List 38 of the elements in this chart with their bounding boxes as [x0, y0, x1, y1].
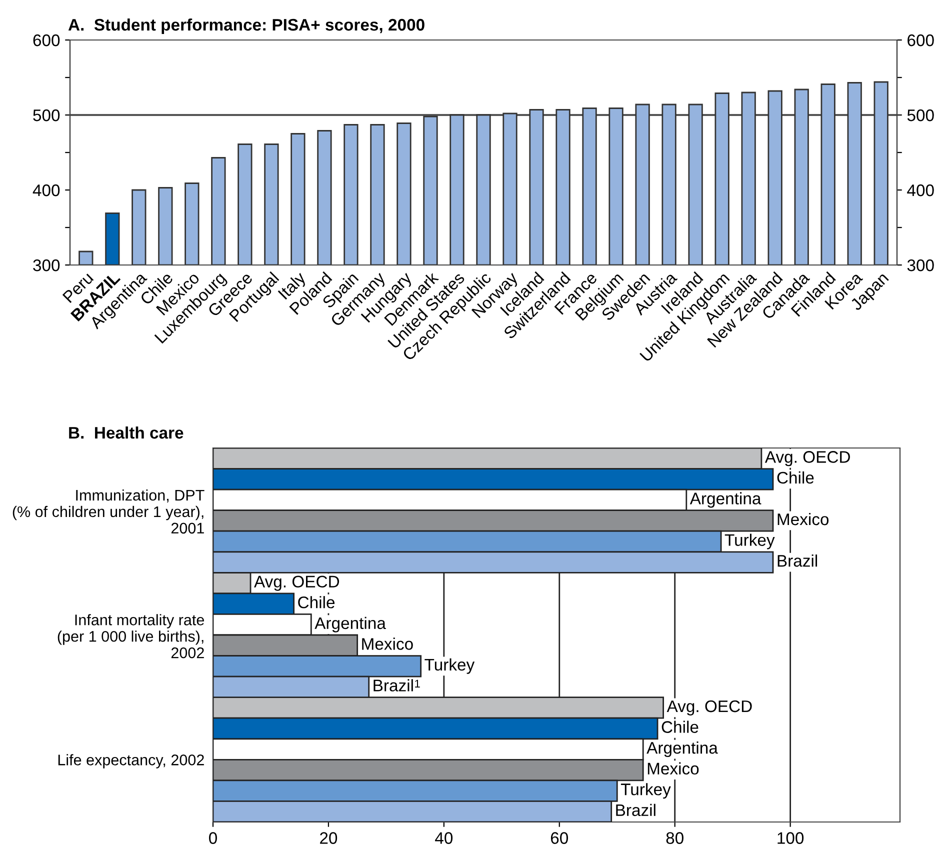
text: Argentina	[690, 492, 762, 508]
series-label: Chile	[777, 471, 814, 484]
x-tick-label: 60	[550, 832, 568, 844]
text: Chile	[662, 720, 698, 733]
y-tick-label: 500	[33, 109, 60, 122]
text: Mexico	[778, 512, 829, 526]
series-label: Argentina	[314, 616, 386, 632]
text: Mexico	[648, 762, 699, 775]
x-tick-label: 0	[209, 832, 217, 844]
text: Brazil	[374, 679, 413, 692]
y2-tick-label: 400	[907, 184, 934, 196]
y-tick-label: Life expectancy, 2002	[58, 754, 204, 768]
chart-title: A. Student performance: PISA+ scores, 2000	[68, 18, 424, 34]
y2-tick-label: 600	[908, 34, 934, 46]
y-tick-label: 300	[33, 259, 60, 272]
text: Avg. OECD	[764, 451, 850, 466]
text: Argentina	[646, 742, 718, 758]
x-tick-label: 100	[778, 832, 804, 844]
text: Brazil	[778, 554, 818, 567]
y2-tick-label: 500	[907, 109, 934, 122]
x-tick-label: 20	[320, 832, 338, 844]
x-tick-label: 40	[435, 832, 453, 844]
y-tick-label: Immunization, DPT (% of children under 1 year), 2001	[12, 489, 204, 534]
y-tick-label: 400	[32, 184, 60, 196]
text: Turkey	[424, 658, 475, 674]
text: Avg. OECD	[254, 576, 340, 591]
series-label: Avg. OECD	[666, 700, 752, 716]
x-tick-label: 80	[666, 832, 684, 844]
text: Turkey	[620, 783, 671, 799]
series-label: Mexico	[362, 638, 413, 650]
y-tick-label: 600	[33, 34, 60, 46]
annotation: 1	[415, 680, 420, 688]
y2-tick-label: 300	[907, 259, 934, 272]
y-tick-label: Infant mortality rate (per 1 000 live births), 2002	[58, 614, 204, 658]
chart-title: B. Health care	[69, 426, 184, 439]
series-label: Brazil	[616, 804, 656, 816]
series-label: Turkey	[724, 534, 775, 550]
text: Chile	[298, 596, 335, 608]
